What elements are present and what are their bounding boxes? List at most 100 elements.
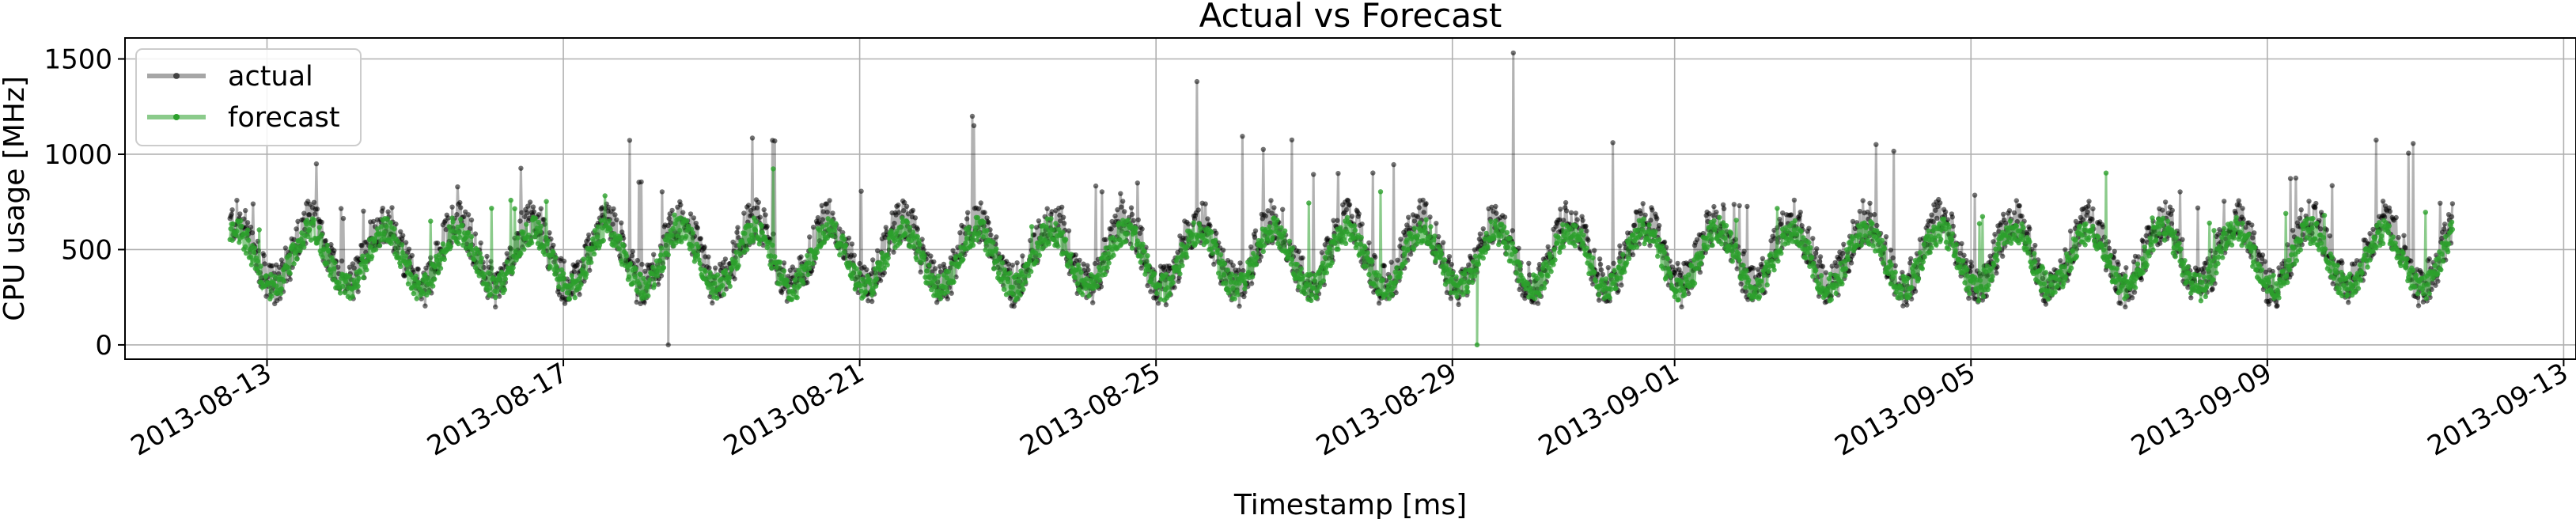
forecast-point	[1309, 297, 1314, 304]
actual-point	[678, 202, 684, 208]
actual-point	[2143, 233, 2149, 239]
forecast-point	[809, 261, 816, 267]
actual-point	[931, 259, 937, 265]
forecast-point	[1462, 271, 1468, 277]
forecast-point	[1626, 240, 1631, 246]
actual-point	[2131, 290, 2138, 295]
forecast-point	[1618, 275, 1623, 281]
forecast-point	[1265, 238, 1271, 244]
forecast-point	[964, 236, 970, 241]
actual-point	[2135, 254, 2142, 260]
actual-point	[250, 201, 256, 206]
forecast-point	[1028, 254, 1033, 260]
forecast-point	[1825, 285, 1831, 290]
actual-point	[611, 206, 616, 212]
actual-point	[1248, 244, 1254, 250]
actual-point	[722, 256, 729, 262]
forecast-point	[647, 277, 653, 282]
forecast-point	[1771, 263, 1776, 269]
forecast-point	[1029, 224, 1035, 229]
forecast-point	[1373, 283, 1378, 289]
forecast-point	[526, 232, 532, 238]
actual-point	[1617, 243, 1623, 248]
actual-point	[2210, 286, 2215, 292]
actual-point	[2293, 175, 2299, 181]
forecast-point	[1152, 271, 1157, 277]
actual-point	[1868, 212, 1873, 218]
actual-point	[1381, 263, 1388, 269]
actual-point	[2249, 222, 2255, 228]
forecast-point	[1296, 284, 1301, 290]
forecast-point	[1427, 240, 1433, 245]
forecast-point	[238, 218, 244, 224]
forecast-point	[1760, 287, 1766, 293]
forecast-point	[1075, 262, 1081, 268]
forecast-point	[377, 243, 383, 248]
forecast-point	[489, 206, 494, 211]
actual-point	[1574, 217, 1581, 222]
forecast-point	[756, 241, 762, 247]
forecast-point	[1336, 237, 1342, 242]
forecast-point	[278, 290, 284, 297]
forecast-point	[661, 265, 667, 271]
forecast-point	[1146, 267, 1151, 273]
forecast-point	[502, 276, 509, 282]
actual-point	[945, 296, 951, 301]
forecast-point	[1294, 262, 1300, 267]
actual-point	[393, 222, 399, 227]
actual-point	[2180, 237, 2185, 242]
actual-point	[1874, 222, 1880, 229]
forecast-point	[861, 294, 866, 299]
actual-point	[406, 246, 412, 252]
actual-point	[1415, 214, 1421, 220]
forecast-point	[1298, 266, 1304, 271]
forecast-point	[1017, 292, 1023, 298]
forecast-point	[1351, 223, 1358, 229]
forecast-point	[1465, 289, 1471, 295]
forecast-point	[1097, 278, 1103, 283]
forecast-point	[1697, 250, 1703, 256]
actual-point	[619, 220, 624, 225]
forecast-point	[1145, 253, 1150, 259]
forecast-point	[1729, 259, 1735, 264]
forecast-point	[657, 257, 663, 263]
forecast-point	[484, 282, 490, 287]
forecast-point	[1726, 244, 1733, 249]
actual-point	[1721, 206, 1727, 211]
actual-point	[1388, 260, 1394, 265]
actual-point	[666, 215, 672, 222]
forecast-point	[358, 269, 363, 275]
actual-point	[277, 296, 283, 301]
forecast-point	[1097, 267, 1104, 273]
actual-point	[1908, 256, 1914, 262]
forecast-point	[532, 215, 539, 222]
actual-point	[659, 189, 665, 195]
forecast-point	[1635, 227, 1641, 233]
forecast-point	[966, 229, 972, 236]
actual-point	[306, 212, 313, 218]
actual-point	[1806, 225, 1812, 231]
forecast-point	[497, 276, 503, 282]
forecast-point	[1335, 246, 1341, 252]
forecast-point	[1422, 224, 1427, 229]
forecast-point	[672, 221, 678, 226]
forecast-point	[1243, 282, 1248, 287]
forecast-point	[398, 263, 403, 269]
actual-point	[1900, 270, 1905, 275]
actual-point	[1935, 203, 1941, 210]
forecast-point	[1314, 288, 1320, 294]
actual-point	[857, 260, 862, 267]
actual-point	[2160, 207, 2165, 213]
actual-point	[1850, 218, 1856, 225]
actual-point	[903, 203, 910, 209]
actual-point	[586, 232, 592, 238]
actual-point	[2013, 198, 2019, 203]
forecast-point	[468, 233, 475, 240]
forecast-point	[1261, 243, 1267, 248]
forecast-point	[1129, 245, 1135, 251]
forecast-point	[1547, 254, 1553, 260]
forecast-point	[942, 285, 949, 290]
forecast-point	[400, 250, 406, 256]
forecast-point	[917, 241, 922, 248]
forecast-point	[709, 290, 714, 296]
